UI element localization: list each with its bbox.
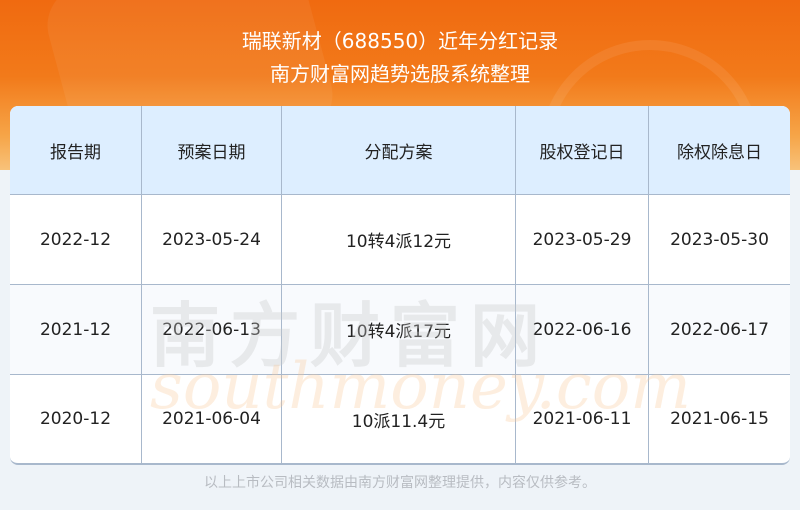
page-title: 瑞联新材（688550）近年分红记录 (241, 29, 559, 53)
table-cell: 2022-12 (10, 195, 142, 284)
table-cell: 10转4派12元 (282, 195, 516, 284)
dividend-table: 报告期 预案日期 分配方案 股权登记日 除权除息日 2022-12 2023-0… (10, 106, 790, 465)
page-subtitle: 南方财富网趋势选股系统整理 (270, 62, 530, 86)
column-header: 预案日期 (142, 106, 282, 194)
table-cell: 2023-05-30 (670, 229, 769, 250)
table-cell: 2022-06-17 (670, 319, 769, 340)
table-row: 2021-12 2022-06-13 10转4派17元 2022-06-16 2… (10, 285, 790, 375)
footer-note: 以上上市公司相关数据由南方财富网整理提供，内容仅供参考。 (204, 475, 596, 491)
table-cell: 2021-06-04 (142, 375, 282, 463)
table-cell: 2021-12 (10, 285, 142, 374)
table-cell: 2023-05-24 (142, 195, 282, 284)
table-cell: 2021-06-15 (670, 409, 769, 429)
column-header: 股权登记日 (516, 106, 649, 194)
table-cell: 2020-12 (10, 375, 142, 463)
table-cell: 10派11.4元 (282, 375, 516, 463)
table-cell: 2023-05-29 (516, 195, 649, 284)
column-header: 报告期 (10, 106, 142, 194)
column-header: 除权除息日 (677, 142, 762, 163)
table-cell: 2022-06-13 (142, 285, 282, 374)
table-row: 2022-12 2023-05-24 10转4派12元 2023-05-29 2… (10, 195, 790, 285)
column-header: 分配方案 (282, 106, 516, 194)
table-cell: 2021-06-11 (516, 375, 649, 463)
table-cell: 2022-06-16 (516, 285, 649, 374)
table-cell: 10转4派17元 (282, 285, 516, 374)
table-row: 2020-12 2021-06-04 10派11.4元 2021-06-11 2… (10, 375, 790, 463)
table-header-row: 报告期 预案日期 分配方案 股权登记日 除权除息日 (10, 106, 790, 195)
